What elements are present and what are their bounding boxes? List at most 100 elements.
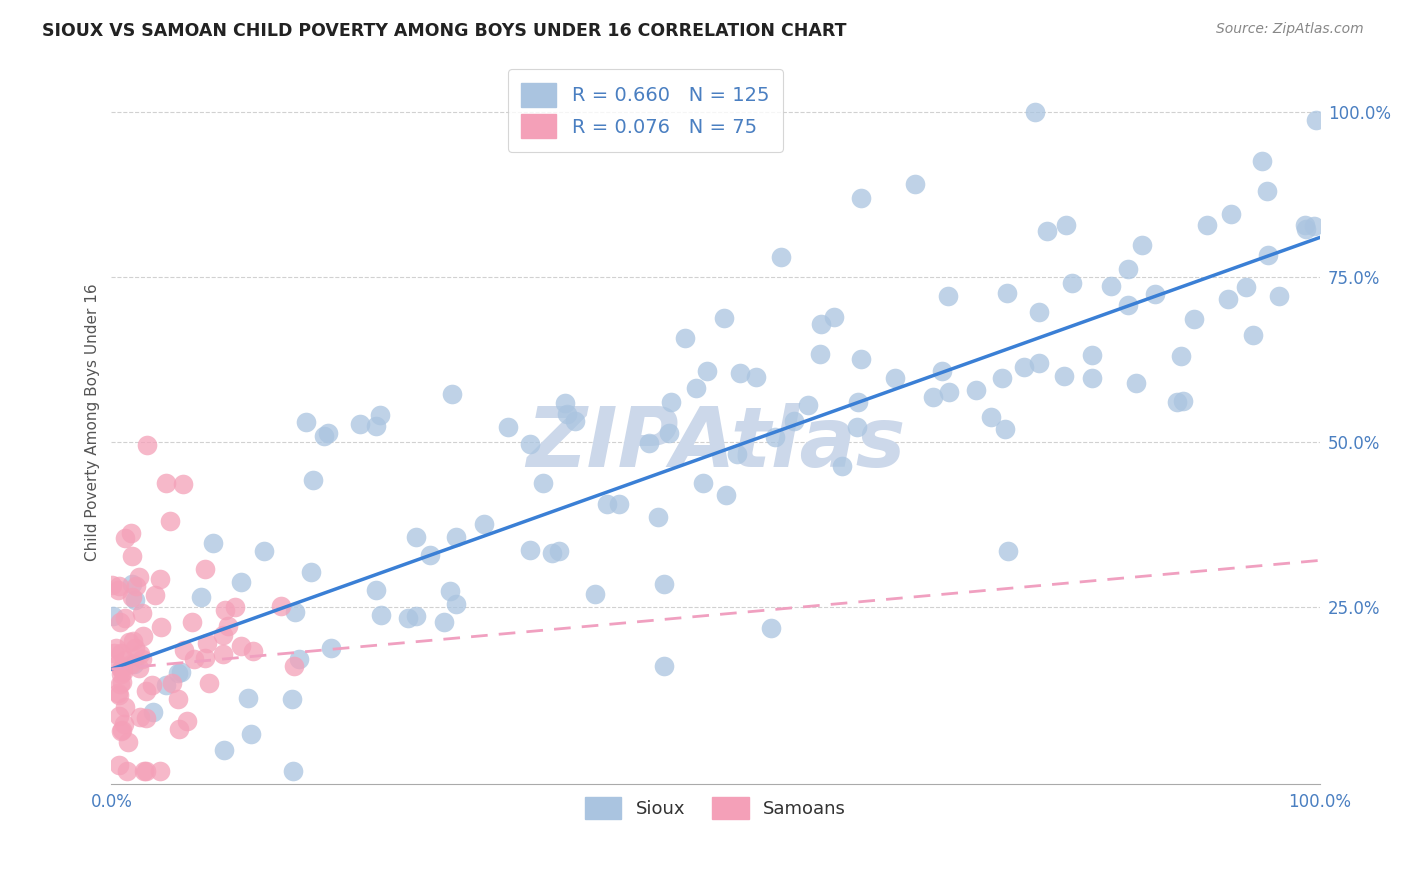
Point <box>135 710 157 724</box>
Point <box>159 514 181 528</box>
Point <box>763 430 786 444</box>
Point <box>1116 298 1139 312</box>
Point <box>1116 262 1139 277</box>
Point <box>122 634 145 648</box>
Point <box>103 646 125 660</box>
Point <box>349 417 371 431</box>
Point <box>195 635 218 649</box>
Point <box>652 658 675 673</box>
Point <box>173 643 195 657</box>
Point <box>316 425 339 440</box>
Point <box>176 714 198 728</box>
Point <box>148 764 170 779</box>
Point <box>114 700 136 714</box>
Point <box>531 475 554 490</box>
Point <box>1166 394 1188 409</box>
Point <box>659 395 682 409</box>
Point <box>405 608 427 623</box>
Point <box>419 548 441 562</box>
Point <box>1267 289 1289 303</box>
Point <box>583 587 606 601</box>
Point <box>270 599 292 614</box>
Point <box>149 620 172 634</box>
Point <box>114 611 136 625</box>
Legend: Sioux, Samoans: Sioux, Samoans <box>578 789 853 826</box>
Point <box>997 544 1019 558</box>
Point <box>135 684 157 698</box>
Text: ZIPAtlas: ZIPAtlas <box>526 403 905 484</box>
Point <box>725 446 748 460</box>
Point <box>1125 376 1147 390</box>
Point <box>1171 394 1194 409</box>
Point <box>183 652 205 666</box>
Point <box>673 331 696 345</box>
Point <box>111 665 134 679</box>
Point <box>201 536 224 550</box>
Point <box>135 764 157 779</box>
Point <box>190 590 212 604</box>
Point <box>440 387 463 401</box>
Point <box>1294 218 1316 232</box>
Point <box>1257 248 1279 262</box>
Point <box>1219 207 1241 221</box>
Point <box>172 477 194 491</box>
Point <box>101 578 124 592</box>
Point <box>143 588 166 602</box>
Point <box>283 658 305 673</box>
Point <box>170 665 193 680</box>
Point <box>1234 279 1257 293</box>
Point <box>366 418 388 433</box>
Text: Source: ZipAtlas.com: Source: ZipAtlas.com <box>1216 22 1364 37</box>
Point <box>1130 237 1153 252</box>
Point <box>321 640 343 655</box>
Point <box>1241 328 1264 343</box>
Point <box>114 531 136 545</box>
Point <box>797 398 820 412</box>
Point <box>922 390 945 404</box>
Point <box>120 525 142 540</box>
Point <box>823 310 845 324</box>
Point <box>1024 105 1046 120</box>
Point <box>108 579 131 593</box>
Point <box>783 414 806 428</box>
Point <box>904 178 927 192</box>
Point <box>994 422 1017 436</box>
Point <box>107 657 129 671</box>
Point <box>149 572 172 586</box>
Point <box>849 351 872 366</box>
Point <box>110 724 132 739</box>
Point <box>1184 312 1206 326</box>
Point <box>548 544 571 558</box>
Point <box>110 662 132 676</box>
Point <box>120 657 142 671</box>
Point <box>312 428 335 442</box>
Point <box>299 566 322 580</box>
Point <box>1305 112 1327 127</box>
Point <box>214 602 236 616</box>
Point <box>194 651 217 665</box>
Point <box>370 607 392 622</box>
Point <box>884 370 907 384</box>
Point <box>713 311 735 326</box>
Point <box>831 458 853 473</box>
Point <box>121 576 143 591</box>
Point <box>104 640 127 655</box>
Point <box>810 317 832 331</box>
Point <box>132 629 155 643</box>
Point <box>167 666 190 681</box>
Point <box>595 497 617 511</box>
Text: SIOUX VS SAMOAN CHILD POVERTY AMONG BOYS UNDER 16 CORRELATION CHART: SIOUX VS SAMOAN CHILD POVERTY AMONG BOYS… <box>42 22 846 40</box>
Point <box>253 544 276 558</box>
Point <box>496 419 519 434</box>
Point <box>1036 224 1059 238</box>
Point <box>364 583 387 598</box>
Point <box>121 549 143 564</box>
Point <box>283 764 305 779</box>
Point <box>446 530 468 544</box>
Point <box>167 722 190 736</box>
Point <box>1218 292 1240 306</box>
Point <box>1028 356 1050 370</box>
Point <box>647 510 669 524</box>
Point <box>212 627 235 641</box>
Point <box>212 743 235 757</box>
